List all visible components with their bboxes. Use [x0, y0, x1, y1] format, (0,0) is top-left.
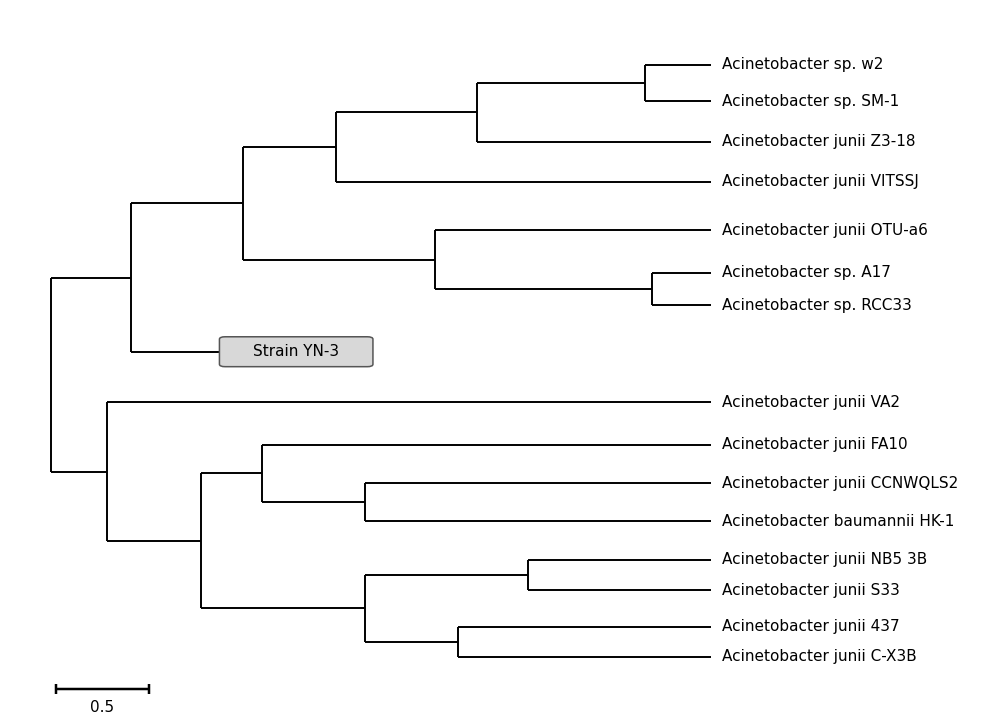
Text: Acinetobacter sp. SM-1: Acinetobacter sp. SM-1: [722, 94, 899, 108]
Text: Acinetobacter sp. RCC33: Acinetobacter sp. RCC33: [722, 297, 912, 313]
Text: Acinetobacter junii VITSSJ: Acinetobacter junii VITSSJ: [722, 175, 919, 189]
Text: Acinetobacter junii NB5 3B: Acinetobacter junii NB5 3B: [722, 552, 927, 567]
FancyBboxPatch shape: [219, 336, 373, 367]
Text: 0.5: 0.5: [90, 700, 115, 716]
Text: Acinetobacter sp. w2: Acinetobacter sp. w2: [722, 57, 883, 72]
Text: Acinetobacter junii VA2: Acinetobacter junii VA2: [722, 395, 900, 410]
Text: Acinetobacter junii CCNWQLS2: Acinetobacter junii CCNWQLS2: [722, 476, 958, 490]
Text: Acinetobacter baumannii HK-1: Acinetobacter baumannii HK-1: [722, 514, 954, 529]
Text: Acinetobacter junii Z3-18: Acinetobacter junii Z3-18: [722, 134, 916, 149]
Text: Acinetobacter sp. A17: Acinetobacter sp. A17: [722, 266, 891, 280]
Text: Acinetobacter junii S33: Acinetobacter junii S33: [722, 583, 900, 598]
Text: Strain YN-3: Strain YN-3: [253, 344, 339, 360]
Text: Acinetobacter junii FA10: Acinetobacter junii FA10: [722, 438, 908, 452]
Text: Acinetobacter junii 437: Acinetobacter junii 437: [722, 619, 900, 634]
Text: Acinetobacter junii OTU-a6: Acinetobacter junii OTU-a6: [722, 223, 928, 238]
Text: Acinetobacter junii C-X3B: Acinetobacter junii C-X3B: [722, 649, 917, 664]
